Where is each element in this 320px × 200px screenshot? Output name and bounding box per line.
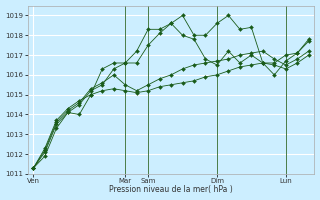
X-axis label: Pression niveau de la mer( hPa ): Pression niveau de la mer( hPa ) (109, 185, 233, 194)
